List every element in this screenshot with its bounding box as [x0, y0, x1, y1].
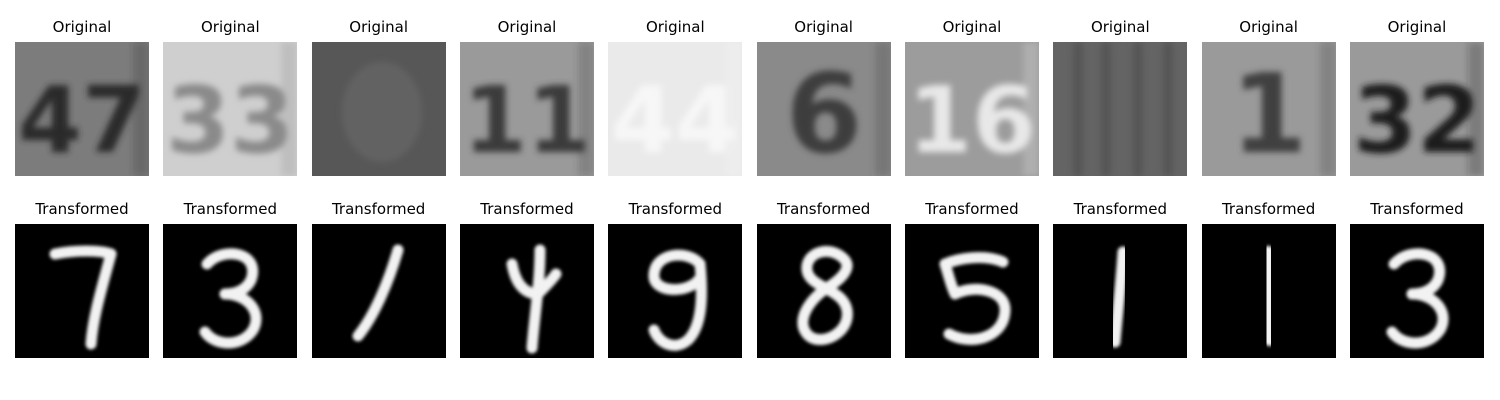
photo-content: 32	[1353, 42, 1484, 176]
transformed-label: Transformed	[331, 200, 426, 218]
original-image: 16	[904, 42, 1039, 176]
digit-stroke	[1258, 246, 1278, 346]
original-label: Original	[200, 18, 260, 36]
transformed-image	[459, 224, 594, 358]
transformed-label: Transformed	[35, 200, 129, 218]
digit-background	[15, 224, 149, 358]
photo-background	[756, 42, 891, 176]
svg-text:32: 32	[1353, 67, 1481, 174]
original-image: 33	[163, 42, 298, 176]
original-label: Original	[645, 18, 705, 36]
photo-background	[459, 42, 594, 176]
photo-content: 33	[166, 42, 298, 176]
transformed-label: Transformed	[1073, 200, 1167, 218]
original-image	[311, 42, 446, 176]
photo-content	[1073, 42, 1174, 176]
photo-background	[1349, 42, 1484, 176]
transformed-image	[163, 224, 298, 358]
original-label: Original	[942, 18, 1002, 36]
digit-stroke	[199, 248, 262, 349]
transformed-label: Transformed	[1370, 200, 1464, 218]
photo-background	[163, 42, 298, 176]
original-image: 1	[1201, 42, 1336, 176]
original-label: Original	[52, 18, 112, 36]
digit-stroke	[939, 252, 1011, 345]
photo-content: 11	[463, 42, 594, 176]
digit-stroke	[1109, 246, 1129, 348]
photo-content: 6	[785, 42, 891, 176]
photo-content	[341, 62, 422, 162]
transformed-image	[311, 224, 446, 358]
photo-content: 44	[611, 42, 743, 176]
transformed-image	[1349, 224, 1484, 358]
transformed-label: Transformed	[480, 200, 574, 218]
photo-background	[15, 42, 149, 176]
svg-text:6: 6	[785, 50, 862, 176]
svg-text:16: 16	[908, 67, 1036, 174]
original-image: 47	[15, 42, 149, 176]
photo-background	[1201, 42, 1336, 176]
photo-content: 16	[908, 42, 1039, 176]
photo-content: 47	[18, 42, 149, 176]
digit-stroke	[648, 249, 708, 351]
original-label: Original	[1239, 18, 1298, 36]
original-image: 32	[1349, 42, 1484, 176]
transformed-image	[756, 224, 891, 358]
transformed-image	[1201, 224, 1336, 358]
photo-content: 1	[1230, 42, 1336, 176]
transformed-label: Transformed	[628, 200, 722, 218]
transformed-label: Transformed	[925, 200, 1019, 218]
svg-text:47: 47	[18, 67, 146, 174]
original-image: 11	[459, 42, 594, 176]
digit-stroke	[506, 244, 562, 354]
original-label: Original	[349, 18, 408, 36]
svg-text:33: 33	[166, 67, 294, 174]
svg-text:11: 11	[463, 67, 591, 174]
svg-text:44: 44	[611, 67, 739, 174]
digit-stroke	[352, 244, 404, 342]
original-label: Original	[794, 18, 853, 36]
original-label: Original	[1387, 18, 1447, 36]
original-label: Original	[497, 18, 557, 36]
transformed-image	[904, 224, 1039, 358]
digit-stroke	[1386, 248, 1449, 349]
transformed-label: Transformed	[776, 200, 871, 218]
photo-background	[904, 42, 1039, 176]
photo-background	[608, 42, 743, 176]
transformed-image	[608, 224, 743, 358]
original-image: 44	[608, 42, 743, 176]
comparison-grid: Original Original Original Original Orig…	[15, 12, 1487, 358]
transformed-label: Transformed	[183, 200, 278, 218]
original-label: Original	[1090, 18, 1150, 36]
original-image	[1053, 42, 1188, 176]
row-spacer	[15, 176, 1484, 194]
transformed-label: Transformed	[1221, 200, 1316, 218]
digit-stroke	[49, 245, 117, 350]
digit-stroke	[796, 245, 853, 345]
original-image: 6	[756, 42, 891, 176]
svg-text:1: 1	[1230, 50, 1307, 176]
transformed-image	[1053, 224, 1188, 358]
transformed-image	[15, 224, 149, 358]
